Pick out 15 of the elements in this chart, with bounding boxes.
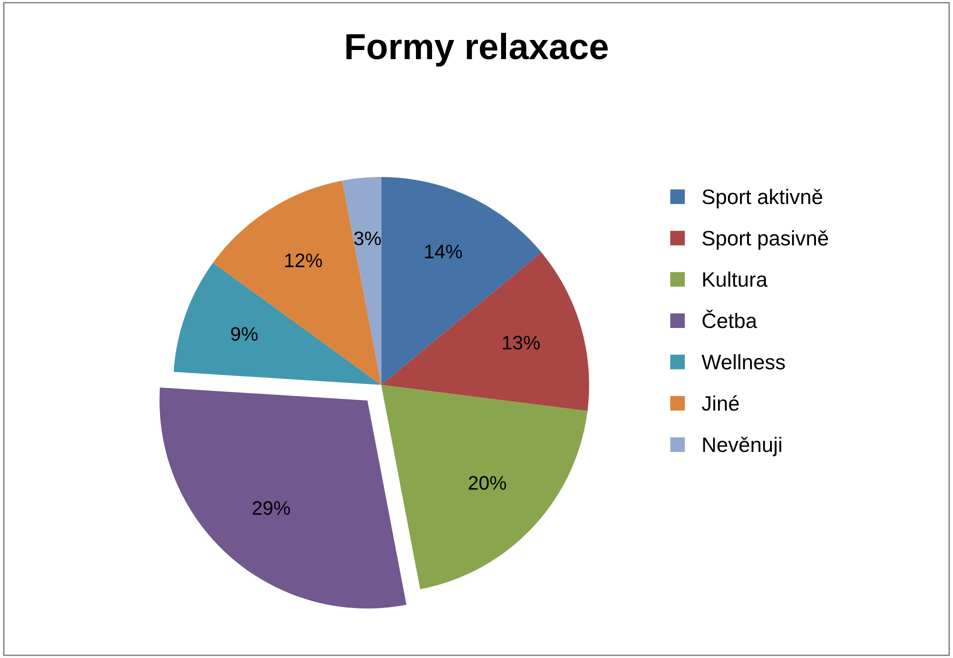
data-label: 3% <box>354 231 381 246</box>
data-label: 12% <box>285 253 322 268</box>
legend-label: Wellness <box>702 354 785 370</box>
data-label: 29% <box>252 501 290 515</box>
legend-label: Kultura <box>703 272 768 287</box>
legend-label: Četba <box>702 310 758 328</box>
legend-label: Jiné <box>702 395 739 411</box>
legend-label: Sport aktivně <box>702 188 822 208</box>
legend-label: Nevěnuji <box>703 436 782 456</box>
data-label: 13% <box>502 336 540 350</box>
data-label: 20% <box>468 476 506 490</box>
legend-label: Sport pasivně <box>702 230 828 250</box>
data-label: 9% <box>231 327 258 341</box>
data-label: 14% <box>425 244 462 258</box>
chart-title: Formy relaxace <box>346 32 608 67</box>
